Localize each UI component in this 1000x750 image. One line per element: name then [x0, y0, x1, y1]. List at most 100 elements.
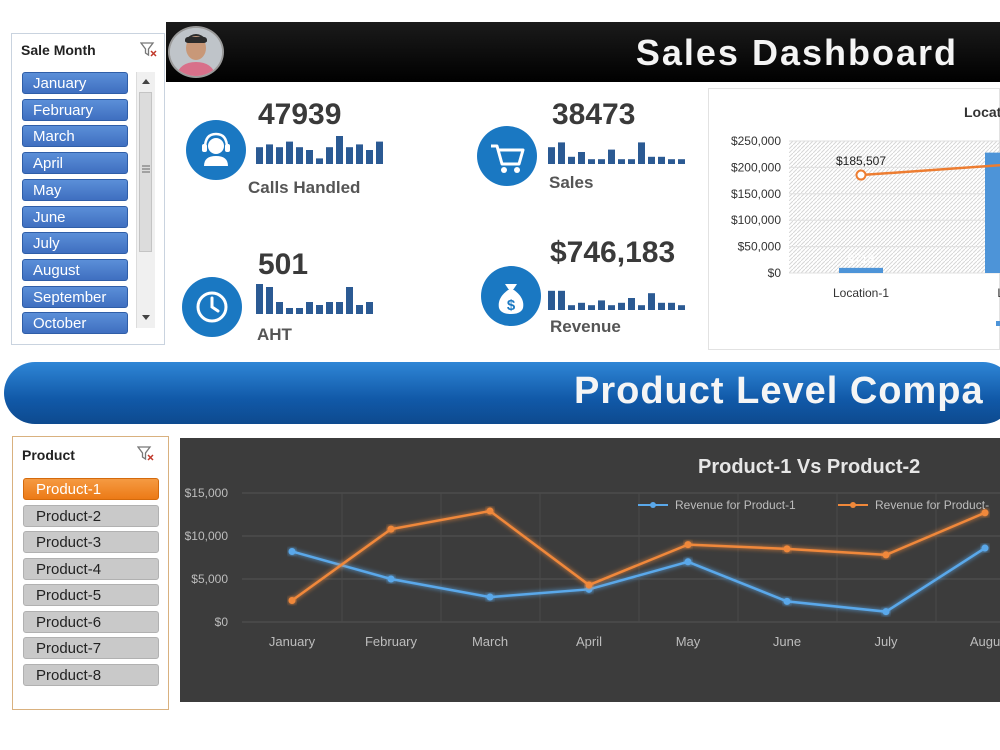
slicer-title: Sale Month [21, 42, 96, 58]
calls-sparkline [256, 136, 383, 164]
spark-bar [638, 142, 645, 164]
spark-bar [316, 158, 323, 164]
spark-bar [608, 149, 615, 164]
spark-bar [668, 159, 675, 164]
x-tick-label: Loc [997, 286, 1000, 300]
spark-bar [548, 147, 555, 164]
product-chart-title: Product-1 Vs Product-2 [698, 456, 920, 478]
section-title: Product Level Compa [574, 370, 984, 412]
y-tick-label: $10,000 [185, 529, 229, 543]
series-point [387, 575, 395, 583]
sales-value: 38473 [552, 98, 636, 131]
series-point [882, 551, 890, 559]
product-slicer-title: Product [22, 447, 75, 463]
scroll-up-icon[interactable] [141, 77, 151, 85]
y-tick-label: $150,000 [731, 187, 781, 201]
spark-bar [588, 159, 595, 164]
month-item-september[interactable]: September [22, 285, 128, 308]
month-item-january[interactable]: January [22, 72, 128, 94]
series-point [882, 608, 890, 616]
x-tick-label: June [773, 634, 801, 649]
series-point [585, 581, 593, 589]
month-item-october[interactable]: October [22, 312, 128, 335]
series-point [486, 507, 494, 515]
month-item-may[interactable]: May [22, 178, 128, 201]
revenue-label: Revenue [550, 317, 621, 336]
month-scrollbar[interactable] [136, 72, 155, 328]
money-bag-icon: $ [481, 266, 541, 326]
spark-bar [356, 144, 363, 164]
spark-bar [326, 302, 333, 314]
spark-bar [628, 159, 635, 164]
spark-bar [256, 147, 263, 164]
clear-filter-icon[interactable] [137, 446, 155, 462]
product-item-1[interactable]: Product-1 [23, 478, 159, 500]
product-item-3[interactable]: Product-3 [23, 531, 159, 553]
month-item-february[interactable]: February [22, 98, 128, 121]
month-item-april[interactable]: April [22, 152, 128, 175]
spark-bar [558, 290, 565, 310]
clock-icon [182, 277, 242, 337]
spark-bar [306, 302, 313, 314]
aht-label: AHT [257, 325, 292, 344]
spark-bar [548, 290, 555, 310]
calls-handled-label: Calls Handled [248, 178, 361, 197]
spark-bar [648, 156, 655, 164]
legend-label: Revenue for Product- [875, 498, 989, 512]
calls-handled-value: 47939 [258, 98, 342, 131]
y-tick-label: $5,000 [191, 572, 228, 586]
series-point [387, 525, 395, 533]
legend-label: Revenue for Product-1 [675, 498, 796, 512]
spark-bar [296, 308, 303, 314]
spark-bar [366, 150, 373, 164]
cart-icon [477, 126, 537, 186]
spark-bar [266, 144, 273, 164]
month-item-march[interactable]: March [22, 125, 128, 148]
product-item-8[interactable]: Product-8 [23, 663, 159, 686]
product-item-5[interactable]: Product-5 [23, 584, 159, 606]
spark-bar [306, 150, 313, 164]
x-tick-label: Augu [970, 634, 1000, 649]
scroll-thumb[interactable] [139, 92, 152, 252]
section-banner: Product Level Compa [4, 362, 1000, 424]
spark-bar [668, 302, 675, 310]
plot-area [789, 141, 1000, 273]
spark-bar [658, 302, 665, 310]
month-item-june[interactable]: June [22, 205, 128, 228]
spark-bar [578, 302, 585, 310]
product-item-2[interactable]: Product-2 [23, 504, 159, 527]
sales-label: Sales [549, 173, 594, 192]
x-tick-label: May [676, 634, 701, 649]
spark-bar [558, 142, 565, 164]
spark-bar [346, 287, 353, 314]
spark-bar [598, 159, 605, 164]
series-point [684, 541, 692, 549]
header-bar: Sales Dashboard [166, 22, 1000, 82]
product-chart-panel: Product-1 Vs Product-2 $0 $5,000 $10,000 $15… [180, 438, 1000, 702]
product-item-7[interactable]: Product-7 [23, 637, 159, 659]
spark-bar [266, 287, 273, 314]
month-item-august[interactable]: August [22, 258, 128, 281]
spark-bar [578, 152, 585, 164]
series-point [981, 509, 989, 517]
product-slicer: Product Product-1 Product-2 Product-3 Produ… [12, 436, 169, 710]
clear-filter-icon[interactable] [140, 42, 158, 58]
series-line [291, 509, 986, 602]
product-item-6[interactable]: Product-6 [23, 610, 159, 633]
spark-bar [658, 156, 665, 164]
sale-month-slicer: Sale Month January February March April May J… [11, 33, 165, 345]
scroll-down-icon[interactable] [141, 314, 151, 322]
aht-value: 501 [258, 248, 309, 281]
month-item-july[interactable]: July [22, 232, 128, 255]
product-item-4[interactable]: Product-4 [23, 557, 159, 580]
person-photo-icon [170, 28, 222, 76]
avatar [168, 26, 224, 78]
legend-marker [650, 502, 656, 508]
spark-bar [568, 156, 575, 164]
spark-bar [276, 147, 283, 164]
spark-bar [678, 305, 685, 310]
spark-bar [608, 305, 615, 310]
legend-marker [850, 502, 856, 508]
svg-text:$: $ [507, 297, 516, 314]
bar [985, 152, 1000, 273]
